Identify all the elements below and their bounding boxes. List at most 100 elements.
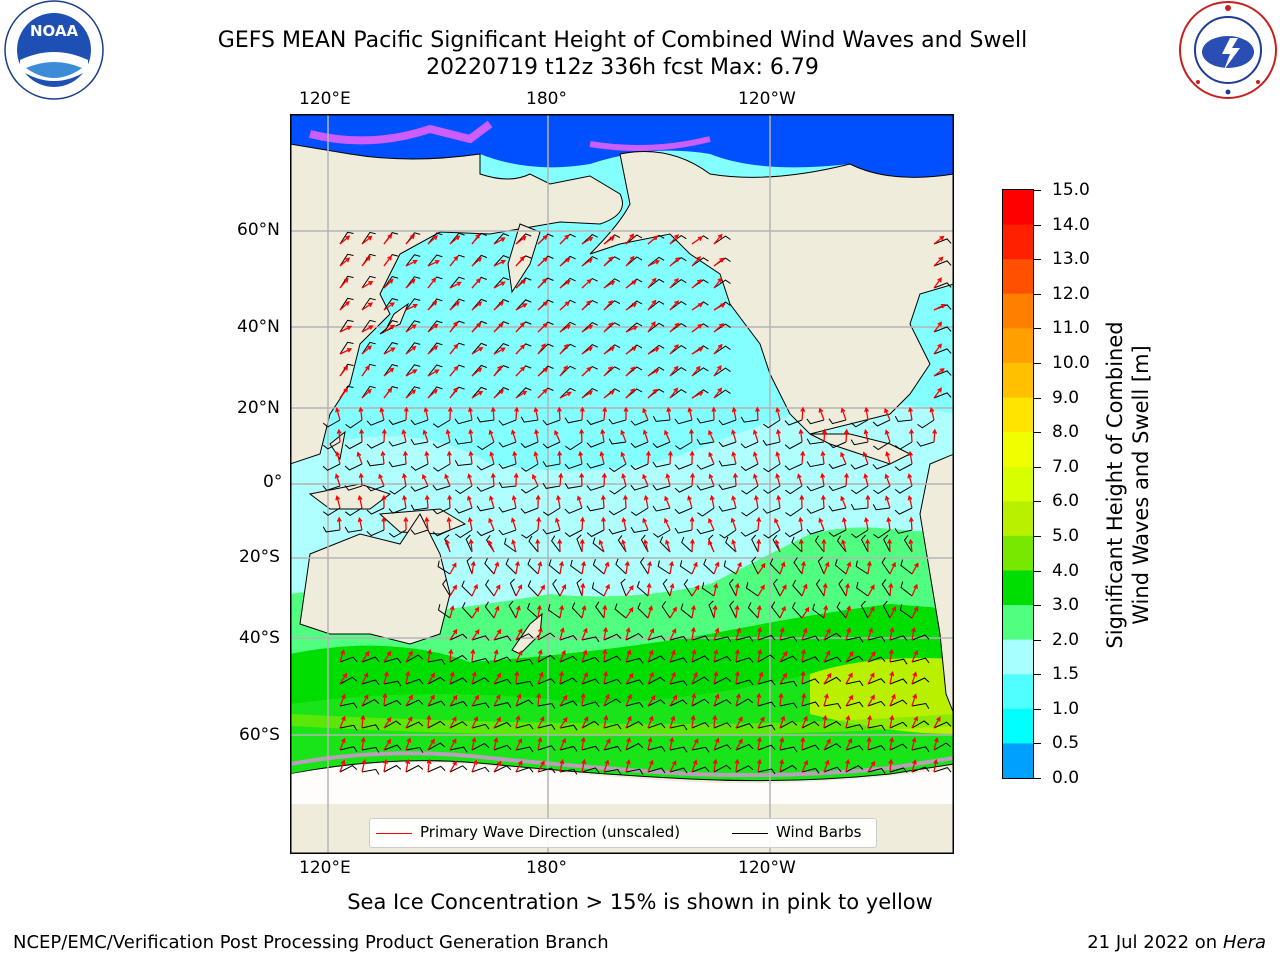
wind-barb (873, 441, 891, 451)
wave-direction-arrow (554, 429, 561, 443)
wave-direction-arrow (515, 628, 523, 641)
wave-direction-arrow (889, 693, 896, 707)
wave-direction-arrow (933, 256, 944, 267)
wind-barb (933, 282, 952, 289)
wave-direction-arrow (669, 760, 677, 773)
wave-direction-arrow (449, 738, 457, 751)
lon-label-bottom: 120°W (738, 858, 796, 878)
wave-direction-arrow (581, 366, 592, 377)
wave-direction-arrow (867, 627, 874, 641)
wave-direction-arrow (361, 650, 370, 663)
wind-barb (615, 558, 627, 575)
wind-barb (872, 463, 891, 470)
wind-barb (889, 743, 908, 751)
wave-direction-arrow (449, 760, 457, 773)
wave-direction-arrow (603, 693, 610, 707)
wind-barb (845, 701, 864, 708)
wind-barb (889, 658, 908, 665)
colorbar-tick-label: 1.0 (1052, 698, 1080, 719)
wave-direction-arrow (691, 584, 700, 597)
wind-barb (735, 636, 754, 642)
wind-barb (762, 439, 781, 446)
colorbar-tick-mark (1034, 708, 1041, 710)
wave-direction-arrow (468, 538, 474, 553)
wind-barb (515, 746, 534, 753)
wave-direction-arrow (449, 605, 455, 619)
wave-direction-arrow (581, 627, 588, 641)
wind-barb (471, 364, 487, 377)
wave-direction-arrow (845, 582, 850, 597)
wind-barb (344, 441, 363, 450)
wind-barb (427, 676, 446, 685)
wind-barb (680, 603, 693, 619)
colorbar-segment (1003, 743, 1033, 778)
wave-direction-arrow (865, 538, 871, 553)
wind-barb (817, 556, 825, 575)
wave-direction-arrow (383, 278, 394, 289)
wave-direction-arrow (778, 692, 784, 707)
wave-direction-arrow (580, 516, 585, 531)
wave-direction-arrow (779, 758, 785, 773)
wind-barb (388, 441, 407, 447)
wave-direction-arrow (581, 236, 594, 245)
wave-direction-arrow (559, 343, 569, 355)
wind-barb (784, 441, 803, 450)
wave-direction-arrow (405, 324, 417, 333)
wave-direction-arrow (647, 347, 660, 355)
wave-direction-arrow (647, 715, 654, 729)
wave-direction-arrow (357, 516, 363, 531)
wave-direction-arrow (823, 628, 831, 641)
wave-direction-arrow (449, 671, 455, 685)
wind-barb (851, 485, 869, 495)
wave-direction-arrow (361, 255, 371, 267)
wind-barb (586, 529, 605, 538)
wave-direction-arrow (643, 494, 649, 509)
wave-direction-arrow (752, 473, 759, 487)
wind-barb (455, 485, 473, 495)
wind-barb (427, 700, 446, 707)
wave-direction-arrow (625, 672, 634, 685)
wave-direction-arrow (779, 605, 786, 619)
wind-barb (757, 724, 776, 731)
wind-barb (860, 534, 869, 553)
wind-barb (388, 507, 407, 514)
wave-direction-arrow (405, 758, 411, 773)
wave-direction-arrow (515, 321, 525, 333)
wave-direction-arrow (712, 758, 718, 773)
wave-direction-arrow (669, 671, 676, 685)
wind-barb (933, 370, 952, 377)
wave-direction-arrow (933, 758, 939, 773)
wave-direction-arrow (493, 322, 504, 333)
wind-barb (581, 344, 598, 355)
wind-barb (792, 579, 803, 597)
wave-direction-arrow (732, 472, 738, 487)
wind-barb (659, 536, 671, 553)
wave-direction-arrow (361, 235, 373, 245)
wave-direction-arrow (446, 450, 452, 465)
wind-barb (547, 604, 561, 619)
wind-barb (383, 764, 402, 773)
wind-barb (383, 364, 399, 377)
wind-barb (806, 461, 825, 468)
wind-barb (762, 485, 781, 494)
wind-barb (740, 463, 759, 472)
wave-direction-arrow (493, 237, 506, 245)
lat-label: 20°N (237, 398, 280, 418)
wave-direction-arrow (775, 428, 781, 443)
wind-barb (471, 658, 490, 664)
colorbar-segment (1003, 432, 1033, 468)
lon-label-top: 180° (526, 89, 567, 109)
wind-barb (537, 724, 556, 730)
wave-direction-arrow (557, 538, 563, 553)
wind-barb (850, 419, 869, 428)
lat-label: 40°S (239, 628, 280, 648)
wind-barb (477, 441, 495, 451)
wind-barb (437, 604, 451, 619)
wind-barb (894, 507, 913, 515)
wave-direction-arrow (691, 279, 703, 289)
wave-direction-arrow (515, 650, 523, 663)
wave-direction-arrow (909, 428, 914, 443)
wind-barb (543, 507, 561, 517)
wave-direction-arrow (402, 450, 408, 465)
wind-barb (405, 386, 421, 399)
